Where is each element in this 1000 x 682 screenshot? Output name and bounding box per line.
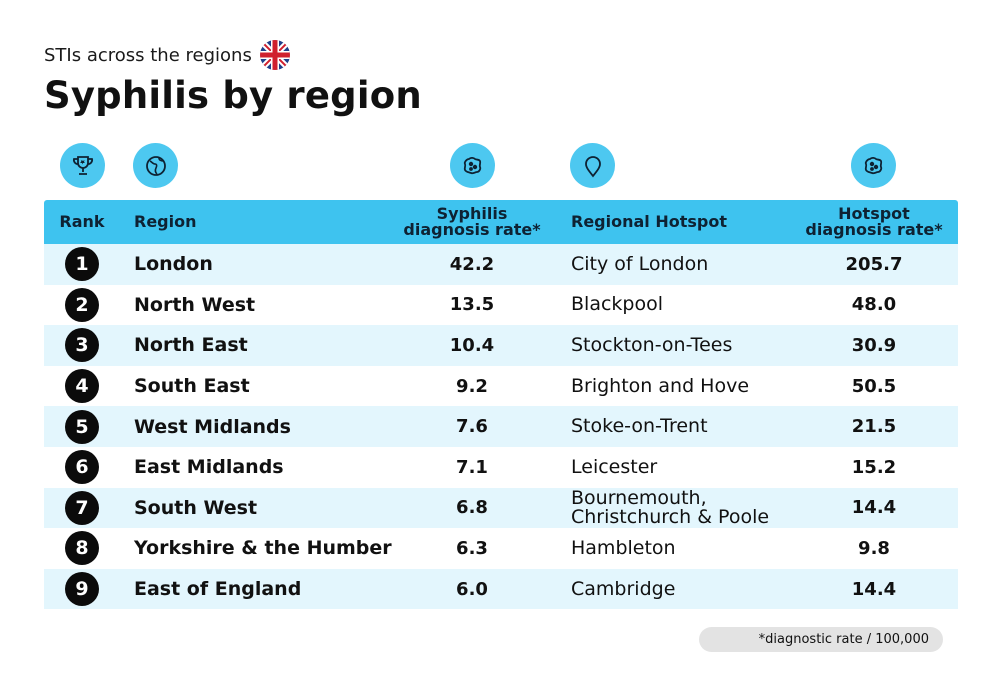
header-rate-line1: Syphilis (436, 204, 508, 223)
rank-badge: 9 (65, 572, 99, 607)
hotspot-rate: 14.4 (851, 578, 897, 600)
region-name: North West (134, 293, 256, 316)
trophy-icon (60, 143, 105, 188)
hotspot-rate: 30.9 (851, 334, 897, 356)
rank-badge: 6 (65, 450, 99, 485)
location-pin-icon (570, 143, 615, 188)
rank-badge: 1 (65, 247, 99, 282)
syphilis-rate: 42.2 (449, 253, 495, 275)
regional-hotspot: Stoke-on-Trent (571, 415, 708, 438)
syphilis-rate: 7.1 (456, 456, 488, 478)
page-title: Syphilis by region (44, 74, 422, 117)
rank-badge: 2 (65, 287, 99, 322)
syphilis-rate: 6.8 (456, 497, 488, 519)
hotspot-rate: 48.0 (851, 294, 897, 316)
subtitle: STIs across the regions (44, 40, 290, 70)
header-hrate-line2: diagnosis rate* (805, 220, 943, 239)
regional-hotspot: Hambleton (571, 536, 676, 559)
syphilis-table: Rank Region Syphilis diagnosis rate* Reg… (44, 200, 958, 610)
header-hotspot: Regional Hotspot (571, 212, 727, 231)
subtitle-text: STIs across the regions (44, 44, 252, 66)
syphilis-rate: 7.6 (456, 416, 488, 438)
table-row: 4 South East 9.2 Brighton and Hove 50.5 (44, 366, 958, 407)
rank-badge: 8 (65, 531, 99, 566)
table-row: 3 North East 10.4 Stockton-on-Tees 30.9 (44, 325, 958, 366)
regional-hotspot: Brighton and Hove (571, 374, 750, 397)
region-name: East Midlands (134, 456, 284, 479)
region-name: North East (134, 334, 248, 357)
table-row: 8 Yorkshire & the Humber 6.3 Hambleton 9… (44, 528, 958, 569)
syphilis-rate: 13.5 (449, 294, 495, 316)
region-name: West Midlands (134, 415, 291, 438)
region-name: South East (134, 375, 250, 398)
header-hotspot-rate: Hotspot diagnosis rate* (784, 200, 964, 244)
syphilis-rate: 10.4 (449, 334, 495, 356)
hotspot-rate: 15.2 (851, 456, 897, 478)
region-name: East of England (134, 578, 302, 601)
bacteria-icon (450, 143, 495, 188)
globe-icon (133, 143, 178, 188)
rank-badge: 3 (65, 328, 99, 363)
regional-hotspot: Leicester (571, 455, 658, 478)
regional-hotspot: Stockton-on-Tees (571, 333, 733, 356)
region-name: Yorkshire & the Humber (134, 537, 392, 560)
header-rate-line2: diagnosis rate* (403, 220, 541, 239)
region-name: South West (134, 496, 258, 519)
regional-hotspot: City of London (571, 252, 709, 275)
header-hrate-line1: Hotspot (838, 204, 910, 223)
table-header: Rank Region Syphilis diagnosis rate* Reg… (44, 200, 958, 244)
region-name: London (134, 253, 213, 276)
header-syphilis-rate: Syphilis diagnosis rate* (384, 200, 560, 244)
rank-badge: 4 (65, 369, 99, 404)
footnote: *diagnostic rate / 100,000 (699, 627, 943, 652)
table-row: 5 West Midlands 7.6 Stoke-on-Trent 21.5 (44, 406, 958, 447)
regional-hotspot: Bournemouth, Christchurch & Poole (571, 486, 770, 528)
hotspot-rate: 9.8 (858, 537, 890, 559)
hotspot-rate: 205.7 (845, 253, 903, 275)
table-row: 1 London 42.2 City of London 205.7 (44, 244, 958, 285)
table-row: 7 South West 6.8 Bournemouth, Christchur… (44, 486, 958, 529)
bacteria-icon (851, 143, 896, 188)
hotspot-rate: 21.5 (851, 416, 897, 438)
rank-badge: 7 (65, 490, 99, 525)
hotspot-rate: 50.5 (851, 375, 897, 397)
hotspot-rate: 14.4 (851, 497, 897, 519)
syphilis-rate: 6.3 (456, 537, 488, 559)
uk-flag-icon (259, 40, 290, 70)
regional-hotspot: Blackpool (571, 293, 663, 316)
rank-badge: 5 (65, 409, 99, 444)
syphilis-rate: 6.0 (456, 578, 488, 600)
syphilis-rate: 9.2 (456, 375, 488, 397)
table-row: 9 East of England 6.0 Cambridge 14.4 (44, 568, 958, 610)
table-row: 6 East Midlands 7.1 Leicester 15.2 (44, 447, 958, 488)
header-region: Region (134, 212, 197, 231)
header-rank: Rank (59, 212, 105, 231)
table-row: 2 North West 13.5 Blackpool 48.0 (44, 285, 958, 326)
regional-hotspot: Cambridge (571, 577, 676, 600)
